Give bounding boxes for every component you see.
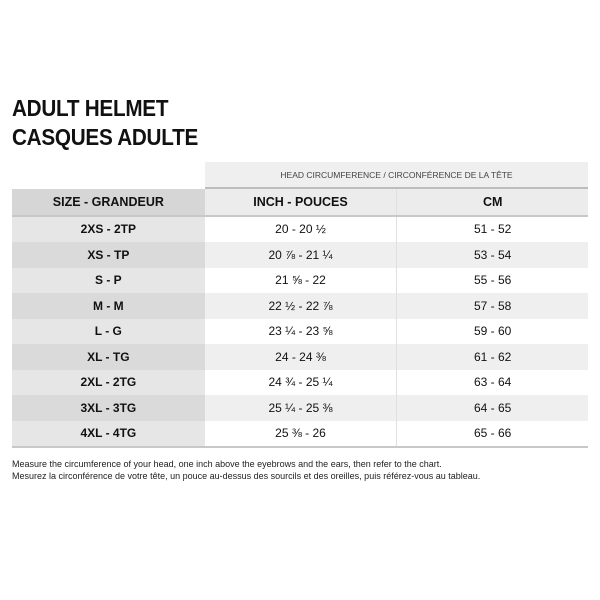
note-french: Mesurez la circonférence de votre tête, … (12, 471, 481, 481)
cell-cm: 59 - 60 (397, 318, 589, 344)
cell-cm: 61 - 62 (397, 344, 589, 370)
size-chart-table: HEAD CIRCUMFERENCE / CIRCONFÉRENCE DE LA… (12, 162, 589, 448)
table-row: S - P 21 ⅝ - 22 55 - 56 (12, 267, 589, 293)
table-row: L - G 23 ¼ - 23 ⅝ 59 - 60 (12, 318, 589, 344)
title-english: ADULT HELMET (12, 95, 169, 121)
table-row: 2XL - 2TG 24 ¾ - 25 ¼ 63 - 64 (12, 369, 589, 395)
column-header-inch: INCH - POUCES (204, 189, 398, 215)
cell-size: M - M (12, 293, 205, 319)
cell-inch: 25 ¼ - 25 ⅜ (204, 395, 398, 421)
cell-size: 3XL - 3TG (12, 395, 205, 421)
cell-cm: 53 - 54 (397, 242, 589, 268)
cell-inch: 22 ½ - 22 ⅞ (204, 293, 398, 319)
table-row: M - M 22 ½ - 22 ⅞ 57 - 58 (12, 293, 589, 319)
cell-inch: 20 - 20 ½ (204, 216, 398, 242)
table-row: 4XL - 4TG 25 ⅜ - 26 65 - 66 (12, 420, 589, 446)
cell-inch: 23 ¼ - 23 ⅝ (204, 318, 398, 344)
cell-inch: 20 ⅞ - 21 ¼ (204, 242, 398, 268)
note-english: Measure the circumference of your head, … (12, 459, 442, 469)
page-title: ADULT HELMET CASQUES ADULTE (12, 94, 198, 152)
title-french: CASQUES ADULTE (12, 124, 198, 150)
table-row: XS - TP 20 ⅞ - 21 ¼ 53 - 54 (12, 242, 589, 268)
group-header: HEAD CIRCUMFERENCE / CIRCONFÉRENCE DE LA… (205, 162, 588, 189)
cell-size: S - P (12, 267, 205, 293)
cell-cm: 51 - 52 (397, 216, 589, 242)
column-header-cm: CM (397, 189, 589, 215)
table-bottom-border (12, 446, 588, 448)
table-row: XL - TG 24 - 24 ⅜ 61 - 62 (12, 344, 589, 370)
table-row: 3XL - 3TG 25 ¼ - 25 ⅜ 64 - 65 (12, 395, 589, 421)
cell-size: L - G (12, 318, 205, 344)
cell-cm: 65 - 66 (397, 420, 589, 446)
cell-inch: 24 ¾ - 25 ¼ (204, 369, 398, 395)
cell-inch: 21 ⅝ - 22 (204, 267, 398, 293)
cell-size: 4XL - 4TG (12, 420, 205, 446)
column-header-size: SIZE - GRANDEUR (12, 189, 205, 215)
cell-cm: 64 - 65 (397, 395, 589, 421)
cell-cm: 57 - 58 (397, 293, 589, 319)
table-row: 2XS - 2TP 20 - 20 ½ 51 - 52 (12, 216, 589, 242)
header-row: SIZE - GRANDEUR INCH - POUCES CM (12, 189, 589, 217)
cell-size: 2XS - 2TP (12, 216, 205, 242)
cell-inch: 25 ⅜ - 26 (204, 420, 398, 446)
cell-size: 2XL - 2TG (12, 369, 205, 395)
cell-size: XL - TG (12, 344, 205, 370)
cell-size: XS - TP (12, 242, 205, 268)
measurement-note: Measure the circumference of your head, … (12, 458, 480, 482)
cell-cm: 63 - 64 (397, 369, 589, 395)
cell-cm: 55 - 56 (397, 267, 589, 293)
cell-inch: 24 - 24 ⅜ (204, 344, 398, 370)
